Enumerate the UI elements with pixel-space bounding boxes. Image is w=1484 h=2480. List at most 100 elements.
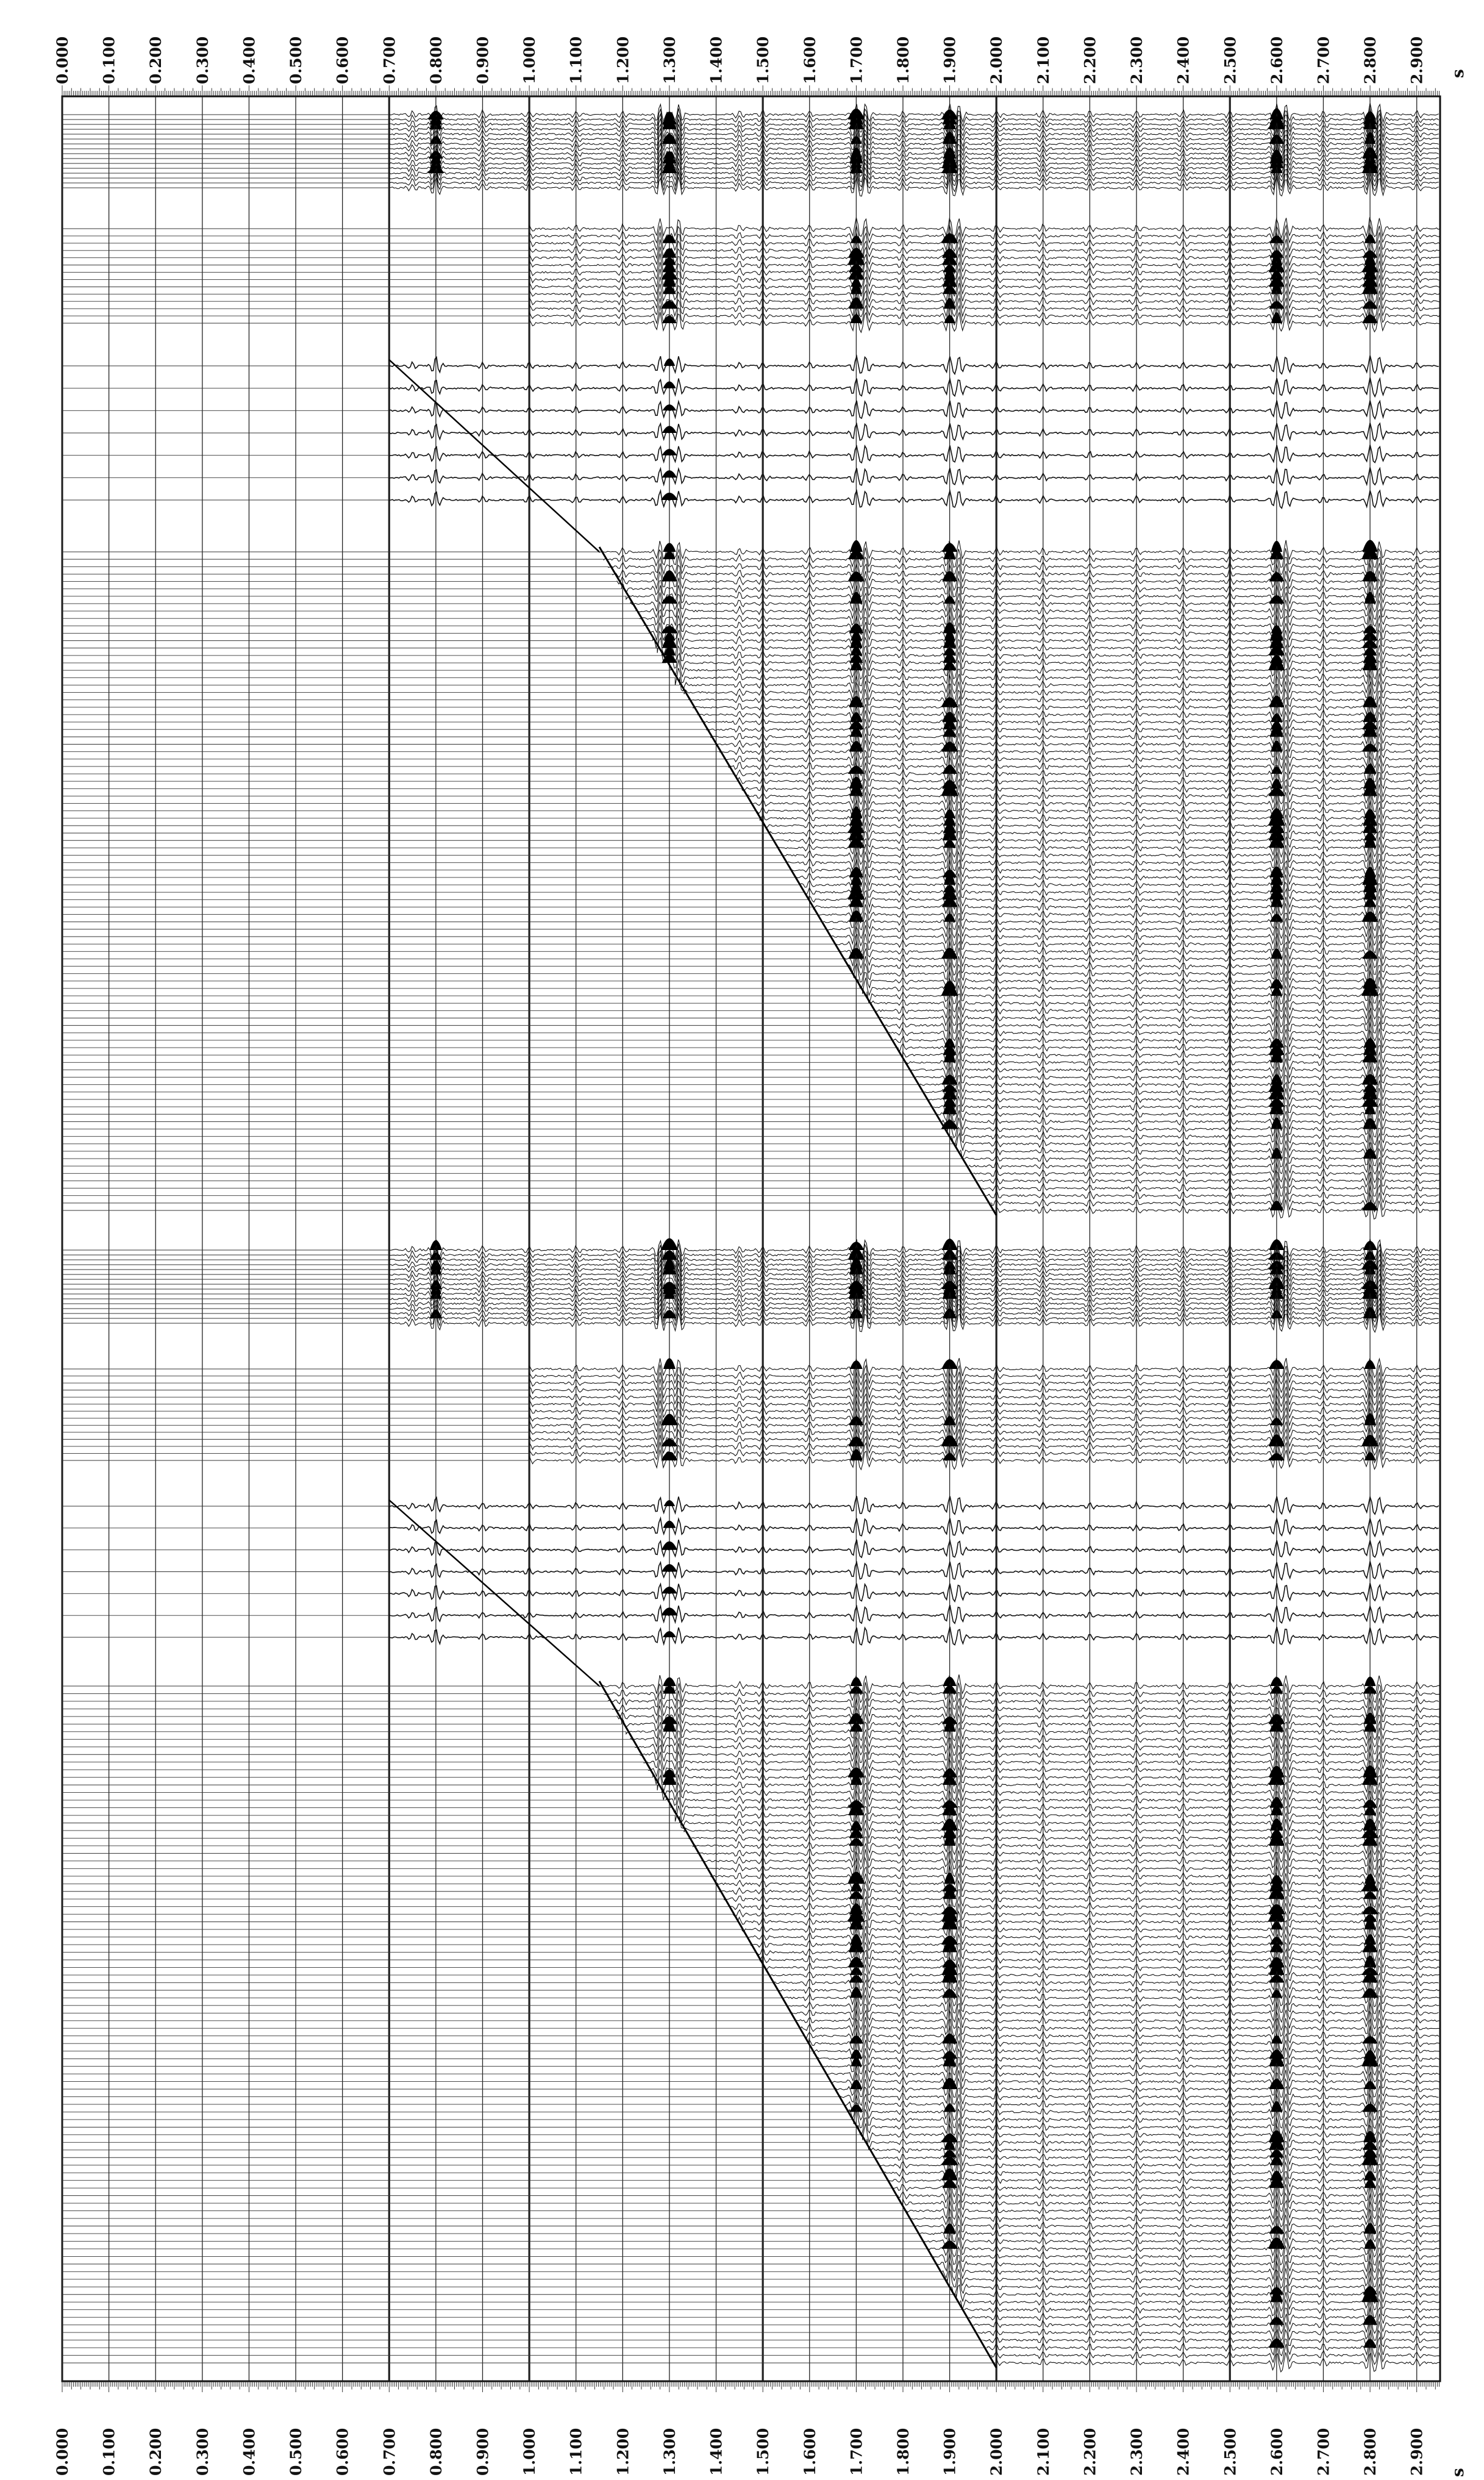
trace-wiggle (840, 940, 1439, 962)
trace-peak (661, 1607, 678, 1616)
trace-peak (941, 1359, 958, 1369)
trace-peak (1364, 837, 1376, 848)
trace-peak (1363, 2339, 1377, 2348)
trace-peak (1269, 1797, 1284, 1808)
trace-peak (943, 885, 956, 893)
trace-peak (1364, 1104, 1376, 1115)
trace-peak (851, 881, 862, 893)
trace-peak (944, 1872, 955, 1884)
top-tick-label: 0.500 (287, 37, 305, 84)
trace-peak (1269, 637, 1284, 648)
trace-peak (1269, 277, 1285, 287)
trace-wiggle (840, 2085, 1439, 2107)
top-tick-label: 2.600 (1268, 37, 1286, 84)
trace-peak (1364, 1413, 1376, 1426)
trace-peak (849, 654, 863, 663)
trace-peak (849, 2104, 863, 2112)
trace-wiggle (388, 107, 1439, 129)
trace-peak (662, 1716, 677, 1724)
trace-peak (849, 1891, 864, 1899)
bottom-tick-label: 0.700 (380, 2428, 398, 2476)
trace-wiggle (388, 171, 1439, 193)
trace-peak (850, 646, 862, 656)
trace-peak (849, 623, 864, 634)
trace-peak (849, 151, 863, 163)
trace-peak (944, 1038, 955, 1048)
trace-peak (1270, 1818, 1283, 1831)
trace-peak (1363, 2131, 1377, 2143)
trace-wiggle (529, 1434, 1440, 1457)
trace-peak (850, 1677, 863, 1686)
trace-peak (943, 828, 957, 841)
trace-peak (1362, 1775, 1379, 1785)
trace-wiggle (529, 1371, 1440, 1393)
trace-wiggle (388, 399, 1439, 420)
trace-wiggle (933, 2245, 1439, 2266)
trace-wiggle (902, 1043, 1439, 1065)
trace-peak (1362, 571, 1378, 582)
trace-peak (1364, 255, 1376, 265)
trace-peak (662, 449, 677, 456)
trace-wiggle (817, 902, 1439, 924)
trace-wiggle (529, 297, 1440, 319)
trace-wiggle (924, 1080, 1440, 1102)
trace-peak (1362, 1973, 1379, 1983)
trace-wiggle (929, 2237, 1440, 2258)
trace-peak (943, 1828, 957, 1839)
trace-peak (1364, 809, 1377, 818)
trace-peak (1270, 913, 1283, 922)
trace-wiggle (697, 704, 1440, 724)
trace-peak (1364, 1676, 1376, 1686)
trace-wiggle (388, 1277, 1439, 1299)
onset-line (598, 1681, 997, 2368)
trace-peak (663, 274, 676, 287)
bottom-tick-label: 1.800 (894, 2428, 912, 2476)
trace-peak (430, 1265, 442, 1274)
trace-peak (1269, 1081, 1285, 1092)
bottom-tick-label: 2.100 (1035, 2428, 1052, 2476)
trace-peak (850, 660, 863, 671)
trace-wiggle (911, 1058, 1440, 1080)
top-tick-label: 0.400 (240, 37, 258, 84)
trace-peak (941, 2133, 958, 2143)
trace-peak (1269, 1957, 1285, 1968)
trace-wiggle (388, 102, 1439, 124)
trace-peak (1269, 2317, 1284, 2325)
trace-peak (848, 1437, 865, 1446)
trace-peak (1268, 1774, 1285, 1785)
trace-peak (429, 136, 442, 144)
plot-border (61, 95, 1441, 2382)
trace-peak (849, 815, 863, 826)
top-axis-unit-label: s (1449, 69, 1468, 78)
trace-peak (1364, 1360, 1376, 1369)
trace-peak (1269, 1360, 1285, 1369)
trace-peak (941, 2240, 958, 2249)
top-tick-label: 1.600 (801, 37, 819, 84)
trace-peak (662, 1631, 676, 1637)
trace-wiggle (804, 2024, 1439, 2045)
trace-wiggle (529, 1385, 1440, 1407)
trace-peak (1268, 262, 1285, 273)
trace-wiggle (764, 814, 1440, 835)
bottom-tick-label: 0.600 (334, 2428, 352, 2476)
trace-wiggle (893, 1028, 1440, 1050)
trace-peak (1269, 1038, 1284, 1048)
trace-wiggle (884, 1013, 1439, 1034)
trace-peak (661, 1438, 678, 1446)
trace-wiggle (889, 1020, 1439, 1043)
trace-peak (1268, 1904, 1285, 1915)
top-time-ruler (62, 85, 1440, 97)
trace-peak (430, 156, 441, 163)
trace-wiggle (907, 2199, 1441, 2221)
trace-peak (1271, 895, 1283, 907)
trace-wiggle (652, 629, 1439, 650)
trace-peak (662, 1769, 676, 1778)
trace-wiggle (911, 2207, 1440, 2228)
trace-peak (428, 110, 444, 120)
trace-peak (1362, 977, 1378, 988)
trace-wiggle (706, 1856, 1439, 1878)
top-tick-label: 2.100 (1035, 37, 1052, 84)
trace-wiggle (679, 673, 1440, 695)
trace-peak (1271, 1921, 1283, 1930)
trace-wiggle (388, 1248, 1439, 1270)
